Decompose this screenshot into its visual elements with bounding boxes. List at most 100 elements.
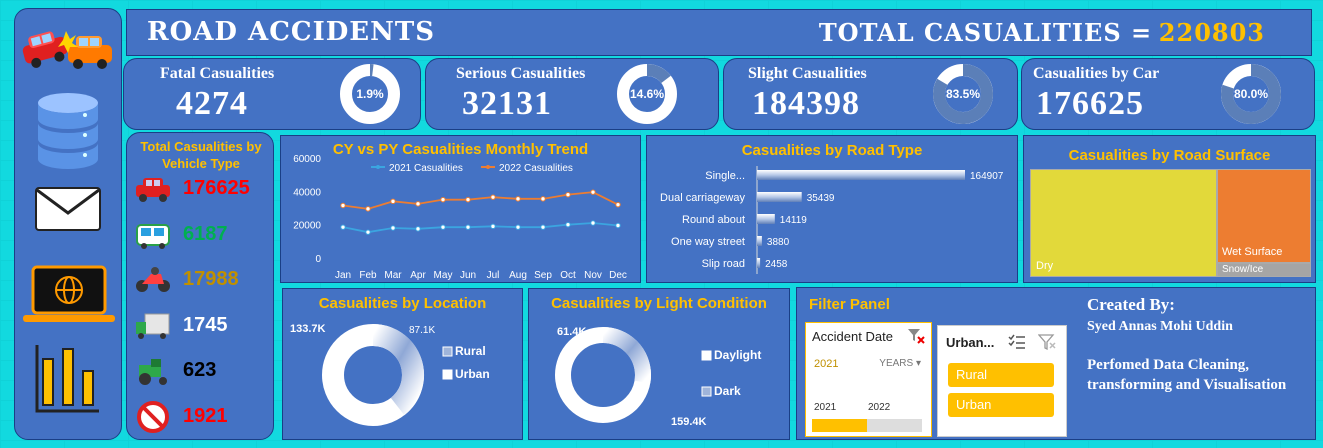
clear-filter-icon[interactable]	[1037, 334, 1056, 355]
data-point	[365, 229, 371, 235]
kpi-value: 176625	[1036, 85, 1144, 122]
sidebar	[14, 8, 122, 440]
legend-swatch	[442, 346, 453, 357]
vehicle-count: 6187	[183, 222, 228, 245]
kpi-fatal[interactable]: Fatal Casualities 4274 1.9%	[123, 58, 421, 130]
data-label: 159.4K	[671, 416, 707, 428]
data-label: 14119	[780, 215, 808, 226]
category-label: Dual carriageway	[660, 192, 745, 204]
credits-desc: Perfomed Data Cleaning, transforming and…	[1087, 357, 1287, 393]
data-label: 35439	[807, 193, 835, 204]
bar-chart-icon[interactable]	[35, 343, 101, 420]
vehicle-row[interactable]: 623	[131, 353, 273, 389]
filter-panel: Filter Panel Accident Date 2021 YEARS ▾ …	[796, 287, 1316, 440]
laptop-globe-icon[interactable]	[21, 265, 117, 330]
treemap-snow[interactable]: Snow/Ice	[1217, 263, 1311, 277]
legend-swatch	[442, 369, 453, 380]
donut-label: 80.0%	[1234, 87, 1268, 101]
slicer-item-urban[interactable]: Urban	[948, 393, 1054, 417]
slicer-item-rural[interactable]: Rural	[948, 363, 1054, 387]
data-label: 3880	[767, 237, 790, 248]
x-tick-label: Apr	[410, 270, 426, 281]
multi-select-icon[interactable]	[1008, 334, 1026, 355]
legend-label: 2021 Casualities	[389, 163, 463, 174]
vehicle-row[interactable]: 1921	[131, 399, 273, 435]
bar	[757, 214, 775, 224]
bus-icon	[133, 219, 173, 256]
kpi-donut-svg: 1.9%	[340, 64, 400, 124]
data-point	[440, 224, 446, 230]
light-panel: Casualities by Light Condition 159.4K 61.…	[528, 288, 790, 440]
bar	[757, 170, 965, 180]
motorcycle-icon	[133, 264, 173, 301]
total-label: TOTAL CASUALITIES =	[818, 18, 1153, 47]
donut-segment	[646, 64, 671, 84]
chart-title: Casualities by Location	[318, 295, 487, 312]
kpi-donut: 80.0%	[1220, 63, 1282, 130]
series-line	[342, 191, 619, 210]
kpi-car[interactable]: Casualities by Car 176625 80.0%	[1021, 58, 1315, 130]
legend-swatch	[701, 350, 712, 361]
kpi-label: Slight Casualities	[748, 65, 867, 82]
vehicle-count: 623	[183, 359, 217, 381]
donut-segment	[933, 64, 993, 124]
legend-label: Urban	[455, 367, 490, 381]
x-tick-label: Dec	[609, 270, 627, 281]
database-icon[interactable]	[33, 91, 103, 176]
data-point	[390, 198, 396, 205]
chart-title: Casualities by Road Type	[741, 142, 923, 159]
treemap-wet[interactable]: Wet Surface	[1217, 169, 1311, 263]
filter-panel-title: Filter Panel	[809, 296, 890, 313]
date-slicer[interactable]: Accident Date 2021 YEARS ▾ 2021 2022	[805, 322, 932, 437]
vehicle-row[interactable]: 6187	[131, 217, 273, 253]
data-point	[490, 194, 496, 200]
kpi-serious[interactable]: Serious Casualities 32131 14.6%	[425, 58, 719, 130]
kpi-slight[interactable]: Slight Casualities 184398 83.5%	[723, 58, 1018, 130]
category-label: Single...	[705, 170, 745, 182]
y-tick-label: 60000	[293, 154, 321, 165]
data-point	[565, 191, 571, 198]
x-tick-label: Jun	[460, 270, 476, 281]
data-point	[365, 206, 371, 212]
kpi-donut: 1.9%	[339, 63, 401, 130]
kpi-label: Serious Casualities	[456, 65, 586, 82]
vehicle-row[interactable]: 17988	[131, 262, 273, 298]
data-point	[465, 224, 471, 230]
treemap-dry[interactable]: Dry	[1030, 169, 1217, 277]
y-tick-label: 40000	[293, 187, 321, 198]
data-point	[490, 223, 496, 230]
treemap-label: Wet Surface	[1222, 246, 1283, 258]
total-value: 220803	[1158, 18, 1265, 47]
series-line	[342, 222, 619, 234]
kpi-donut: 14.6%	[616, 63, 678, 130]
clear-filter-icon[interactable]	[907, 328, 925, 349]
vehicle-row[interactable]: 176625	[131, 171, 273, 207]
bar	[757, 258, 761, 268]
mail-icon[interactable]	[35, 187, 101, 236]
data-point	[440, 196, 446, 203]
chart-title: Casualities by Road Surface	[1068, 147, 1271, 164]
location-panel: Casualities by Location 87.1K 133.7K Rural…	[282, 288, 523, 440]
kpi-donut: 83.5%	[932, 63, 994, 130]
vehicle-row[interactable]: 1745	[131, 308, 273, 344]
year-tick: 2021	[814, 402, 837, 413]
no-entry-icon	[133, 400, 173, 438]
urban-slicer[interactable]: Urban... Rural Urban	[937, 325, 1067, 437]
vehicle-type-panel: Total Casualities by Vehicle Type 176625…	[126, 132, 274, 440]
slicer-title: Urban...	[946, 335, 995, 350]
road-surface-panel: Casualities by Road Surface Dry Wet Surf…	[1023, 135, 1316, 283]
header-bar: ROAD ACCIDENTS TOTAL CASUALITIES = 22080…	[126, 9, 1312, 56]
timeline-bar[interactable]	[812, 419, 922, 432]
selected-year: 2021	[814, 358, 839, 370]
car-crash-icon[interactable]	[18, 23, 118, 76]
kpi-value: 184398	[752, 85, 860, 122]
legend-label: Dark	[714, 384, 741, 398]
y-tick-label: 0	[315, 254, 321, 265]
data-point	[540, 196, 546, 202]
years-dropdown[interactable]: YEARS ▾	[879, 358, 921, 369]
data-label: 133.7K	[290, 323, 326, 335]
kpi-donut-svg: 83.5%	[933, 64, 993, 124]
legend-label: Rural	[455, 344, 486, 358]
x-tick-label: Nov	[584, 270, 602, 281]
data-point	[340, 224, 346, 230]
